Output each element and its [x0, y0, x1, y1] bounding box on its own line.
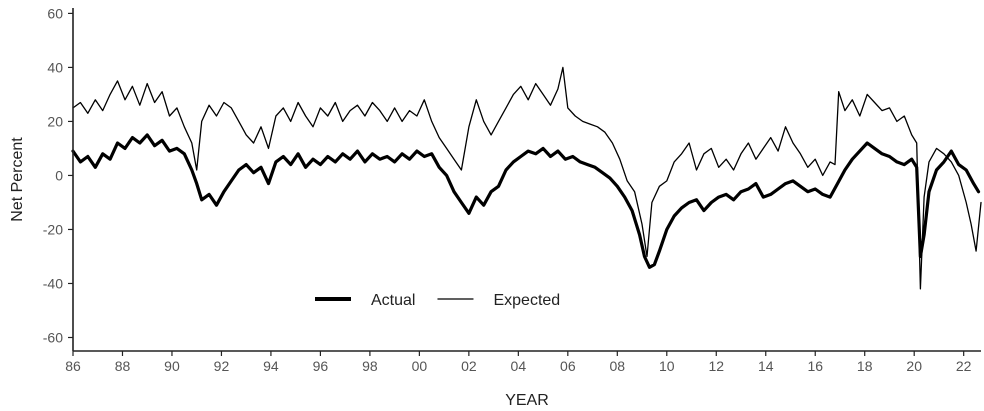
- x-tick-label: 88: [115, 358, 131, 374]
- x-tick-label: 02: [461, 358, 477, 374]
- x-tick-label: 08: [610, 358, 626, 374]
- x-tick-label: 92: [214, 358, 230, 374]
- y-tick-label: -20: [43, 221, 63, 237]
- x-tick-label: 14: [758, 358, 774, 374]
- x-tick-label: 90: [164, 358, 180, 374]
- legend-label-expected: Expected: [493, 292, 560, 309]
- x-axis-title: YEAR: [505, 392, 549, 409]
- legend-label-actual: Actual: [371, 292, 415, 309]
- y-tick-label: 40: [47, 59, 63, 75]
- x-tick-label: 22: [956, 358, 972, 374]
- x-tick-label: 94: [263, 358, 279, 374]
- y-tick-label: -60: [43, 329, 63, 345]
- y-tick-label: 0: [55, 167, 63, 183]
- x-tick-label: 86: [65, 358, 81, 374]
- x-tick-label: 18: [857, 358, 873, 374]
- x-tick-label: 98: [362, 358, 378, 374]
- series-line-expected: [72, 66, 982, 290]
- x-tick-label: 10: [659, 358, 675, 374]
- x-tick-label: 04: [511, 358, 527, 374]
- y-tick-label: 60: [47, 5, 63, 21]
- y-tick-label: -40: [43, 275, 63, 291]
- series-layer: [71, 66, 982, 290]
- x-tick-label: 06: [560, 358, 576, 374]
- legend: Actual Expected: [315, 292, 560, 309]
- x-tick-label: 20: [906, 358, 922, 374]
- x-tick-label: 00: [412, 358, 428, 374]
- x-tick-label: 12: [708, 358, 724, 374]
- x-tick-label: 96: [313, 358, 329, 374]
- y-tick-label: 20: [47, 113, 63, 129]
- series-line-actual: [71, 133, 981, 269]
- y-axis-title: Net Percent: [9, 137, 26, 222]
- x-tick-label: 16: [807, 358, 823, 374]
